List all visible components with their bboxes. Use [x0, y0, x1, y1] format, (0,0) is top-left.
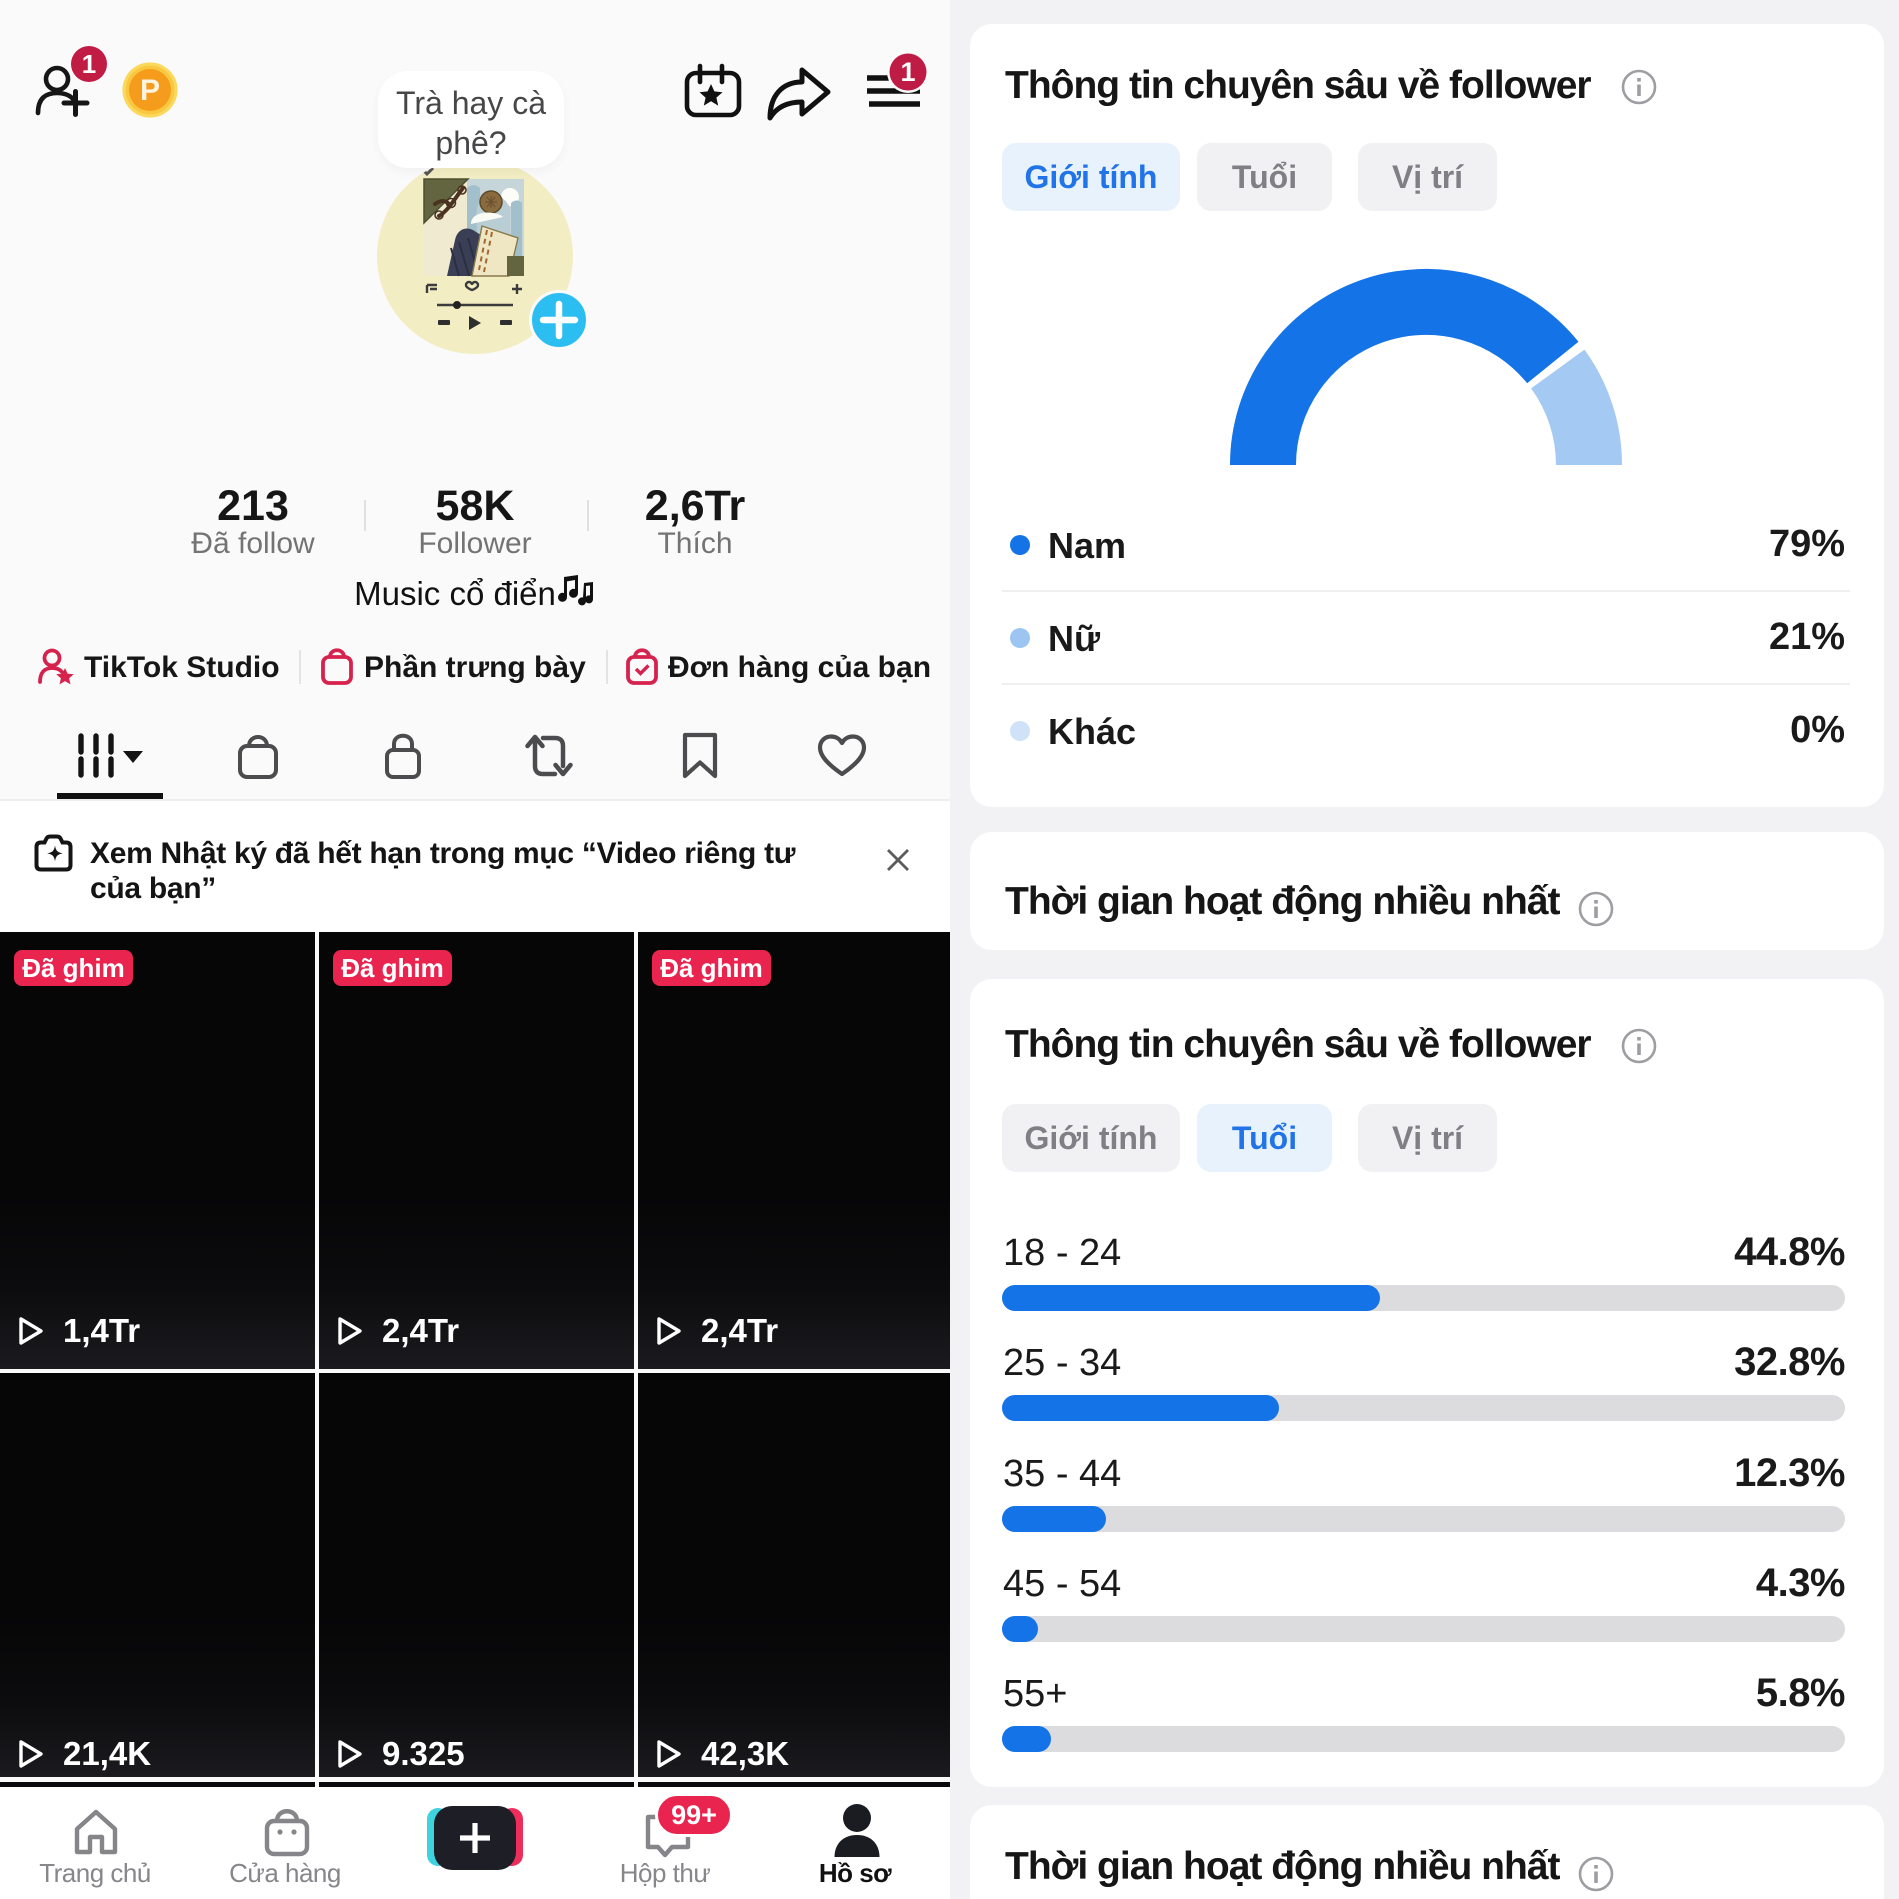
svg-text:P: P — [140, 74, 160, 107]
svg-text:1: 1 — [82, 49, 96, 79]
svg-text:1: 1 — [900, 57, 915, 87]
